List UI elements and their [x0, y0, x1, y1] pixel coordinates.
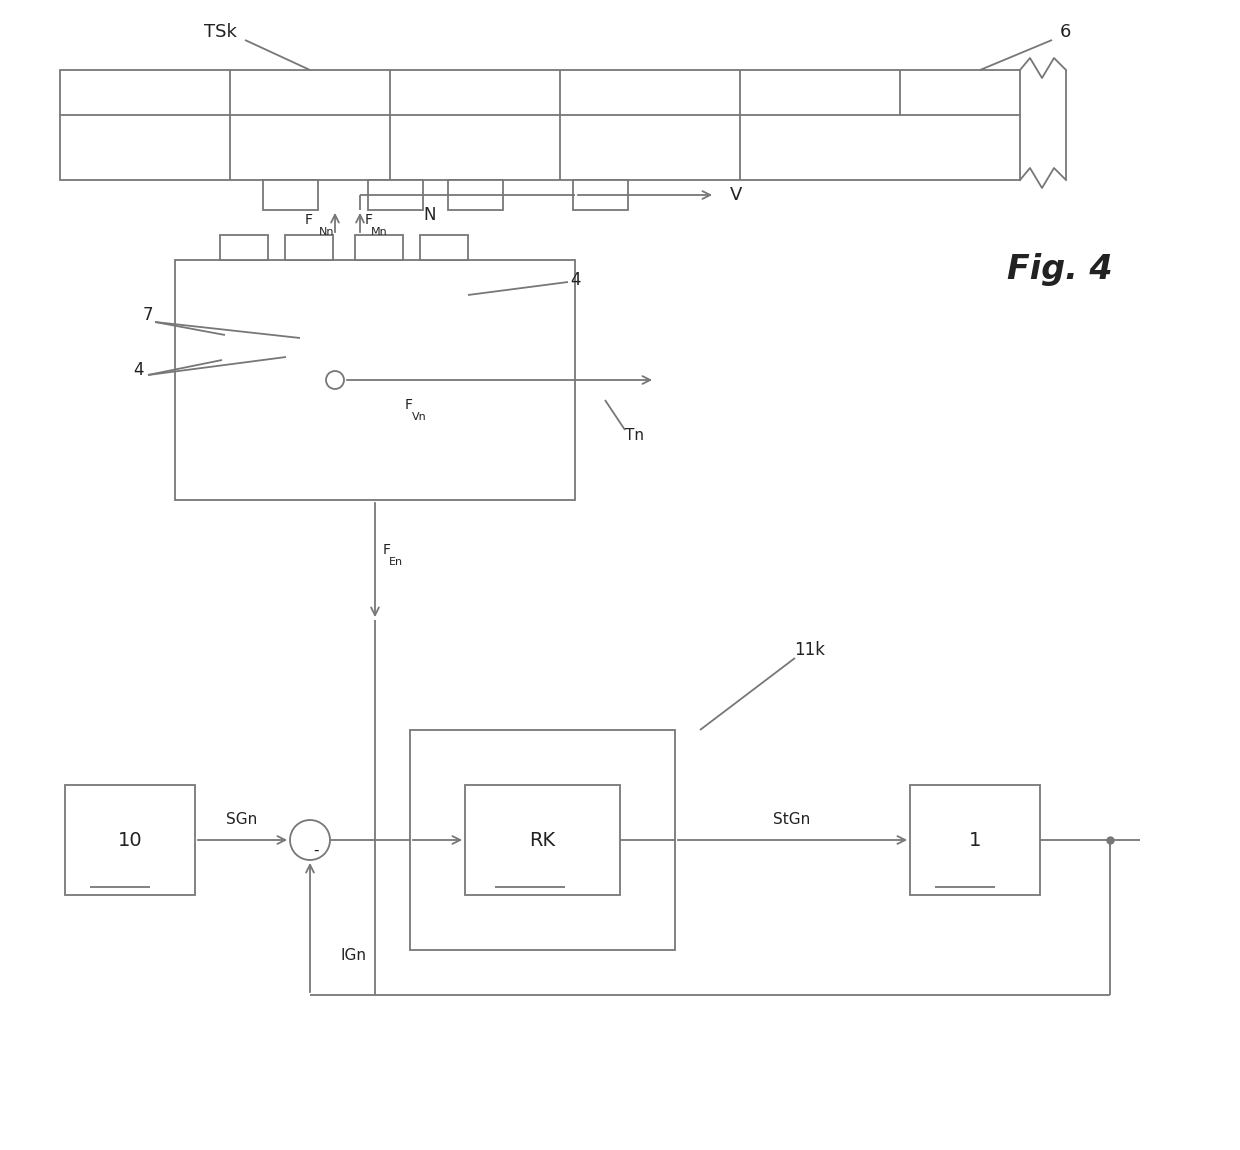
Text: 11k: 11k: [795, 641, 826, 659]
Bar: [465, 785, 620, 895]
Text: V: V: [730, 186, 743, 204]
Bar: [368, 181, 423, 210]
Text: 10: 10: [118, 830, 143, 850]
Bar: [355, 235, 403, 260]
Text: TSk: TSk: [203, 23, 237, 41]
Bar: [448, 181, 503, 210]
Text: 7: 7: [143, 306, 154, 324]
Text: Nn: Nn: [319, 227, 335, 237]
Text: 4: 4: [133, 361, 144, 380]
Text: En: En: [389, 557, 403, 567]
Bar: [263, 181, 317, 210]
Bar: [64, 785, 195, 895]
Text: RK: RK: [529, 830, 556, 850]
Text: 4: 4: [570, 271, 580, 289]
Text: Vn: Vn: [412, 412, 427, 422]
Bar: [420, 235, 467, 260]
Text: IGn: IGn: [340, 948, 366, 963]
Text: SGn: SGn: [227, 813, 258, 828]
Bar: [910, 785, 1040, 895]
Bar: [219, 235, 268, 260]
Bar: [573, 181, 627, 210]
Text: 6: 6: [1059, 23, 1070, 41]
Text: F: F: [405, 398, 413, 412]
Text: Tn: Tn: [625, 428, 644, 443]
Text: N: N: [424, 206, 436, 224]
Bar: [175, 260, 575, 500]
Text: -: -: [314, 843, 319, 858]
Text: F: F: [365, 213, 373, 227]
Text: Fig. 4: Fig. 4: [1007, 253, 1112, 286]
Bar: [285, 235, 334, 260]
Text: Mn: Mn: [371, 227, 388, 237]
Text: StGn: StGn: [774, 813, 811, 828]
Bar: [60, 70, 1021, 181]
Text: F: F: [305, 213, 312, 227]
Bar: [410, 730, 675, 950]
Text: F: F: [383, 543, 391, 557]
Text: 1: 1: [968, 830, 981, 850]
